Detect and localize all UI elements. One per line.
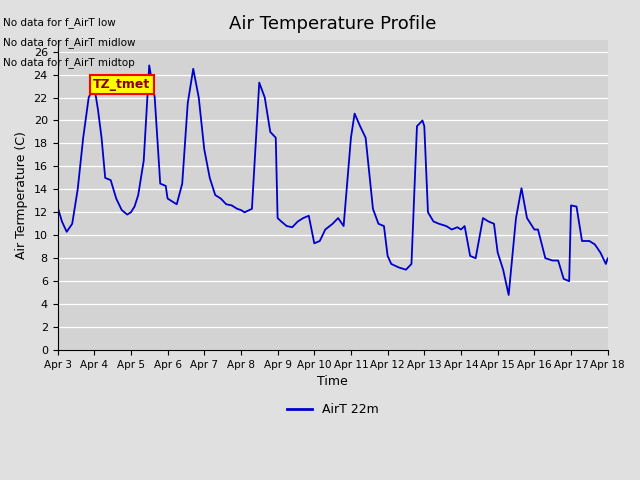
Legend: AirT 22m: AirT 22m: [282, 398, 383, 421]
Text: No data for f_AirT low: No data for f_AirT low: [3, 17, 116, 28]
X-axis label: Time: Time: [317, 375, 348, 388]
Title: Air Temperature Profile: Air Temperature Profile: [229, 15, 436, 33]
Text: No data for f_AirT midlow: No data for f_AirT midlow: [3, 37, 136, 48]
Y-axis label: Air Termperature (C): Air Termperature (C): [15, 131, 28, 259]
Text: TZ_tmet: TZ_tmet: [93, 78, 150, 91]
Text: No data for f_AirT midtop: No data for f_AirT midtop: [3, 57, 135, 68]
